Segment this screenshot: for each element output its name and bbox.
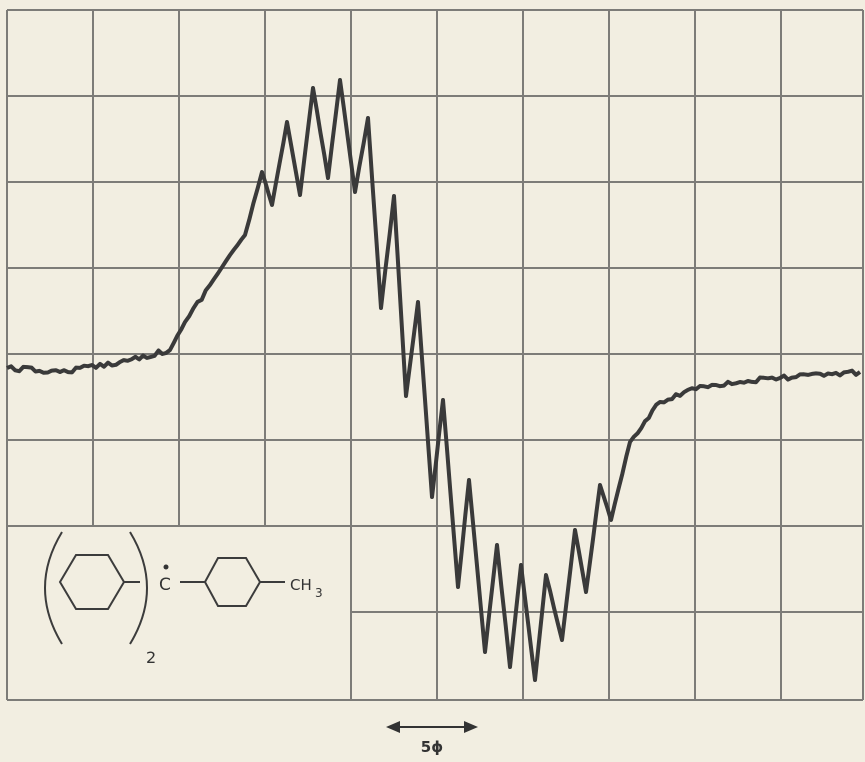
multiplier: 2: [146, 648, 156, 667]
figure: 2 C CH 3 5ϕ: [0, 0, 865, 762]
scale-label: 5ϕ: [421, 738, 443, 756]
paper: [0, 0, 865, 762]
end-group-subscript: 3: [315, 586, 323, 600]
end-group: CH: [290, 576, 312, 594]
radical-carbon: C: [159, 575, 171, 595]
